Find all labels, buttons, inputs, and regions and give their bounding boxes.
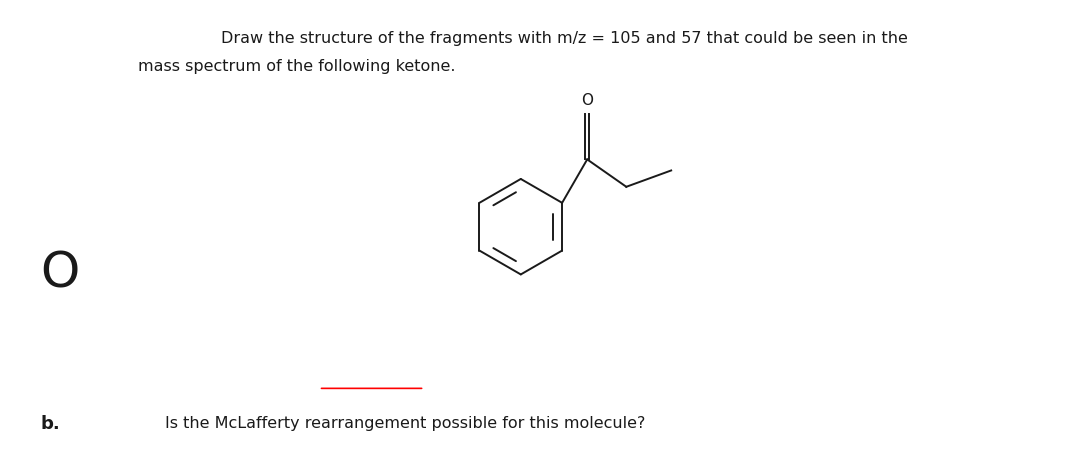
Text: O: O bbox=[581, 93, 593, 108]
Text: b.: b. bbox=[40, 415, 61, 433]
Text: Is the McLafferty rearrangement possible for this molecule?: Is the McLafferty rearrangement possible… bbox=[165, 416, 645, 431]
Text: Draw the structure of the fragments with m/z = 105 and 57 that could be seen in : Draw the structure of the fragments with… bbox=[222, 31, 907, 46]
Text: O: O bbox=[40, 249, 80, 297]
Text: mass spectrum of the following ketone.: mass spectrum of the following ketone. bbox=[138, 59, 456, 74]
